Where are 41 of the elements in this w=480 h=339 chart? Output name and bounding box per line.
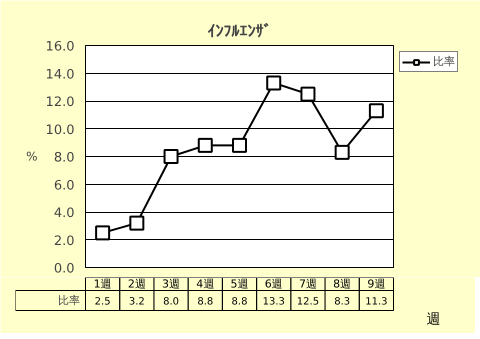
y-tick-label: 14.0 bbox=[46, 67, 75, 82]
y-tick-label: 12.0 bbox=[46, 95, 75, 110]
text: 比率 bbox=[58, 294, 80, 307]
x-tick-label: 8週 bbox=[333, 278, 352, 290]
x-tick-label: 3週 bbox=[162, 278, 180, 290]
y-tick-label: 0.0 bbox=[54, 262, 75, 276]
point bbox=[232, 138, 247, 153]
point bbox=[164, 149, 179, 164]
data-label: 11.3 bbox=[365, 296, 388, 308]
data-label: 2.5 bbox=[94, 296, 111, 308]
y-tick-label: 2.0 bbox=[54, 234, 75, 249]
y-tick-label: 6.0 bbox=[54, 178, 75, 194]
y-axis-title: % bbox=[26, 150, 38, 164]
x-tick-label: 5週 bbox=[230, 278, 248, 290]
point bbox=[198, 138, 213, 153]
x-tick-label: 2週 bbox=[128, 278, 146, 290]
x-tick-label: 7週 bbox=[298, 278, 317, 290]
x-tick-label: 6週 bbox=[264, 278, 283, 290]
y-tick-label: 16.0 bbox=[46, 40, 75, 54]
data-label: 8.3 bbox=[334, 296, 350, 308]
data-label: 8.8 bbox=[197, 296, 214, 308]
point bbox=[266, 75, 282, 90]
data-label: 8.8 bbox=[232, 296, 248, 308]
point bbox=[129, 216, 144, 231]
y-tick-label: 4.0 bbox=[54, 206, 75, 221]
point bbox=[95, 225, 110, 240]
y-tick-label: 8.0 bbox=[54, 150, 75, 166]
data-label: 12.5 bbox=[296, 296, 320, 308]
point bbox=[300, 86, 316, 102]
y-tick-label: 10.0 bbox=[46, 122, 75, 138]
data-label: 8.0 bbox=[163, 296, 180, 308]
x-tick-label: 1週 bbox=[94, 278, 112, 290]
chart-title: ｲﾝﾌﾙｴﾝｻﾞ bbox=[208, 22, 272, 40]
x-tick-label: 4週 bbox=[196, 278, 214, 290]
legend-label: 比率 bbox=[433, 54, 455, 69]
x-axis-title: 週 bbox=[426, 312, 440, 328]
data-label: 3.2 bbox=[128, 296, 145, 308]
data-label: 13.3 bbox=[262, 296, 285, 308]
point bbox=[334, 144, 350, 160]
x-tick-label: 9週 bbox=[367, 278, 386, 290]
point bbox=[368, 103, 384, 118]
